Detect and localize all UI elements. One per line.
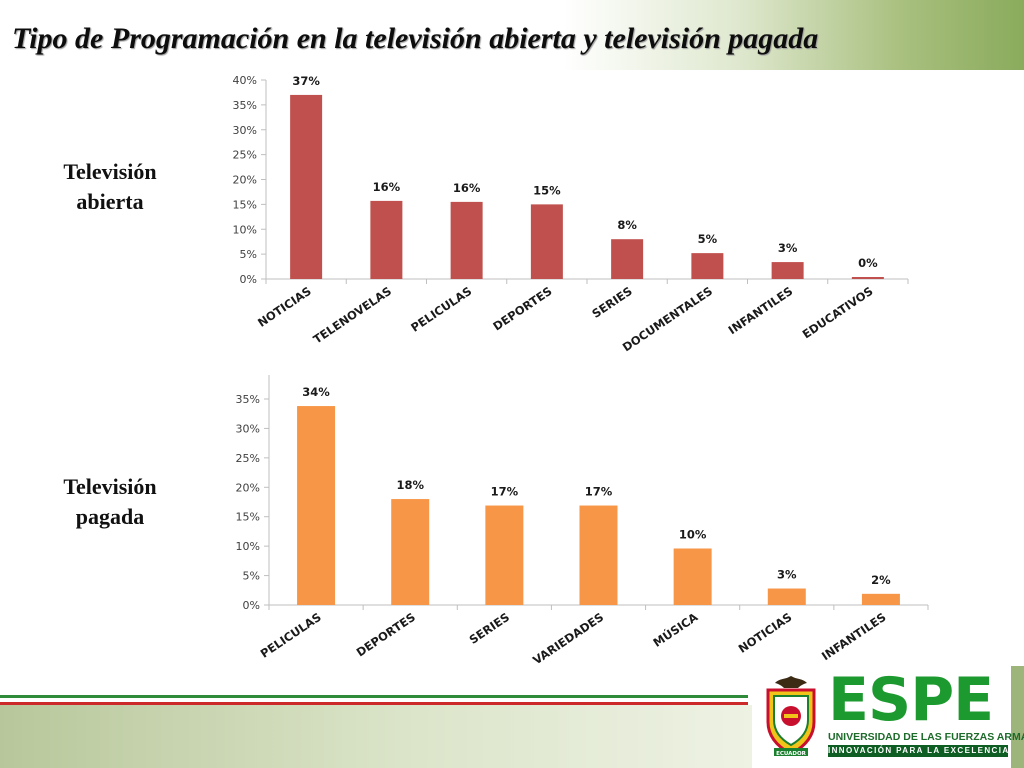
y-tick-label-pagada: 15% (236, 511, 260, 524)
y-tick-label-pagada: 10% (236, 540, 260, 553)
category-label-pagada: DEPORTES (354, 610, 418, 660)
footer-band (0, 705, 760, 768)
data-label-abierta: 8% (617, 218, 637, 232)
label-pagada-line1: Televisión (63, 474, 157, 499)
y-tick-label-abierta: 0% (240, 273, 257, 286)
logo-university-name: UNIVERSIDAD DE LAS FUERZAS ARMADAS (828, 731, 1024, 743)
espe-logo-text: ESPE (828, 665, 994, 735)
footer-stripe-red (0, 702, 748, 705)
category-label-pagada: INFANTILES (819, 610, 889, 663)
logo-motto: INNOVACIÓN PARA LA EXCELENCIA (828, 745, 1010, 757)
logo-panel-edge (1011, 666, 1024, 768)
label-television-abierta: Televisión abierta (40, 157, 180, 217)
bar-abierta-series (611, 239, 644, 279)
y-tick-label-pagada: 5% (243, 570, 260, 583)
page-title: Tipo de Programación en la televisión ab… (12, 22, 819, 55)
crest-label: ECUADOR (776, 751, 807, 757)
bar-abierta-deportes (530, 204, 563, 279)
chart-television-abierta: 0%5%10%15%20%25%30%35%40% 37%NOTICIAS16%T… (233, 74, 909, 354)
data-label-abierta: 5% (698, 232, 718, 246)
y-tick-label-pagada: 20% (236, 481, 260, 494)
bar-abierta-educativos (851, 277, 884, 279)
data-label-pagada: 17% (585, 485, 613, 499)
y-tick-label-abierta: 15% (233, 198, 257, 211)
y-tick-label-abierta: 40% (233, 74, 257, 87)
y-tick-label-abierta: 35% (233, 99, 257, 112)
category-label-pagada: NOTICIAS (736, 610, 795, 656)
data-label-abierta: 3% (778, 241, 798, 255)
category-label-pagada: SERIES (467, 610, 512, 647)
bar-abierta-infantiles (771, 262, 804, 279)
data-label-abierta: 16% (453, 181, 481, 195)
y-tick-label-pagada: 35% (236, 393, 260, 406)
bar-pagada-peliculas (297, 406, 336, 605)
bar-abierta-peliculas (450, 201, 483, 279)
label-television-pagada: Televisión pagada (40, 472, 180, 532)
bar-abierta-noticias (290, 94, 323, 279)
label-abierta-line2: abierta (76, 189, 144, 214)
category-label-pagada: PELICULAS (258, 610, 324, 661)
data-label-pagada: 17% (491, 485, 519, 499)
bar-abierta-telenovelas (370, 200, 403, 279)
data-label-pagada: 18% (396, 478, 424, 492)
y-tick-label-abierta: 25% (233, 149, 257, 162)
data-label-abierta: 15% (533, 183, 561, 197)
data-label-pagada: 34% (302, 385, 330, 399)
label-abierta-line1: Televisión (63, 159, 157, 184)
bar-pagada-variedades (579, 505, 618, 605)
y-tick-label-abierta: 30% (233, 124, 257, 137)
data-label-abierta: 16% (373, 180, 401, 194)
data-label-pagada: 10% (679, 527, 707, 541)
bar-pagada-series (485, 505, 524, 605)
footer-stripe-white (0, 699, 748, 701)
bar-pagada-infantiles (861, 593, 900, 605)
category-label-pagada: VARIEDADES (530, 610, 606, 668)
y-tick-label-abierta: 10% (233, 223, 257, 236)
data-label-pagada: 2% (871, 573, 891, 587)
y-tick-label-abierta: 5% (240, 248, 257, 261)
bar-pagada-noticias (767, 588, 806, 605)
y-tick-label-pagada: 30% (236, 422, 260, 435)
data-label-abierta: 37% (292, 74, 320, 88)
y-tick-label-abierta: 20% (233, 174, 257, 187)
y-tick-label-pagada: 25% (236, 452, 260, 465)
label-pagada-line2: pagada (75, 504, 145, 529)
bar-pagada-deportes (391, 499, 430, 605)
chart-television-pagada: 0% 5% 10% 15% 20% 25% 30% 35% 34% PELICULAS 18% DEP… (236, 375, 929, 668)
footer-stripe-green (0, 695, 748, 698)
title-bar (0, 0, 1024, 70)
y-tick-label-pagada: 0% (243, 599, 260, 612)
data-label-abierta: 0% (858, 256, 878, 270)
data-label-pagada: 3% (777, 568, 797, 582)
bar-pagada-música (673, 548, 712, 605)
espe-crest-icon: ECUADOR (766, 676, 816, 757)
bar-abierta-documentales (691, 253, 724, 279)
category-label-pagada: MÚSICA (650, 609, 700, 650)
